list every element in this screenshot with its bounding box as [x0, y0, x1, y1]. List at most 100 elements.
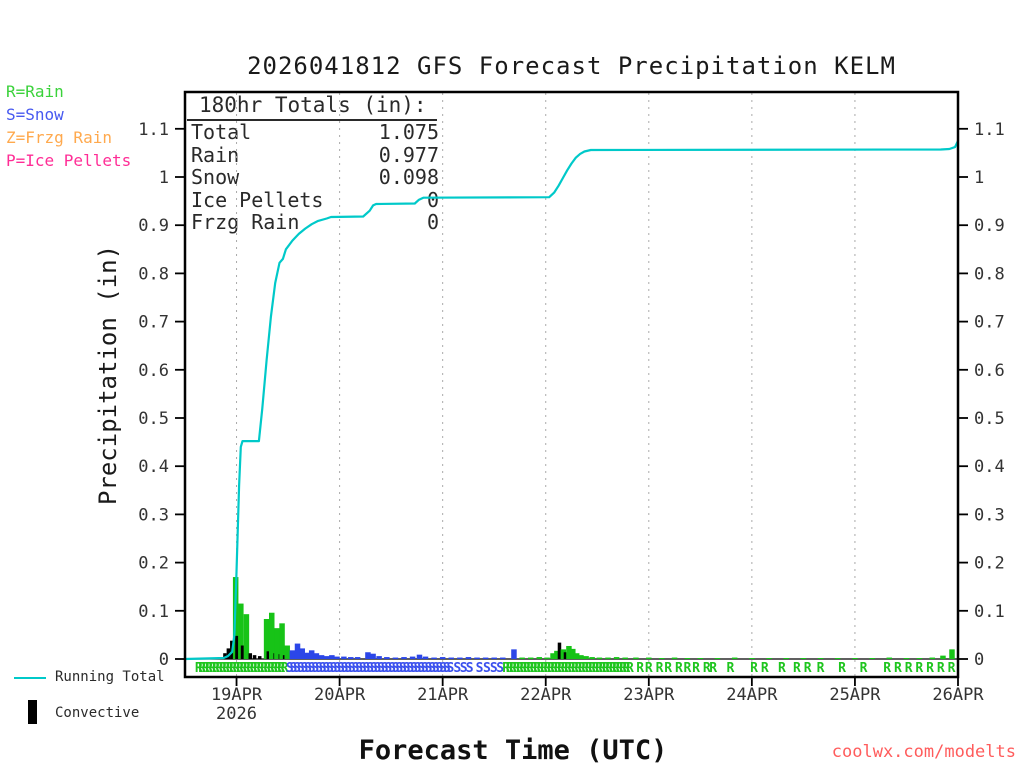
precip-bar-rain	[544, 657, 550, 659]
precip-type-letter: R	[915, 661, 923, 676]
precip-bar-snow	[409, 656, 416, 659]
precip-type-letter: R	[592, 661, 600, 676]
precip-type-letter: R	[619, 661, 627, 676]
y-tick-label-right: 1.1	[974, 120, 1005, 140]
precip-bar-rain	[284, 645, 290, 659]
precip-type-letter: S	[293, 661, 301, 676]
precip-type-letter: R	[509, 661, 517, 676]
precip-type-letter: S	[388, 661, 396, 676]
precip-type-letter: R	[709, 661, 717, 676]
precip-bar-rain	[279, 623, 285, 659]
precip-type-letter: S	[417, 661, 425, 676]
precip-type-letter: R	[675, 661, 683, 676]
precip-bar-rain	[714, 658, 721, 659]
precip-bar-conv	[240, 645, 245, 659]
x-tick-label: 21APR	[417, 685, 469, 705]
y-tick-label-right: 0.7	[974, 313, 1005, 333]
precip-bar-rain	[519, 657, 525, 659]
precip-type-letter: R	[860, 661, 868, 676]
precip-type-letter: R	[516, 661, 524, 676]
precip-type-letter: R	[568, 661, 576, 676]
precip-bar-snow	[401, 657, 407, 659]
y-tick-label-right: 0.2	[974, 554, 1005, 574]
precip-bar-snow	[500, 657, 506, 659]
precip-bar-snow	[289, 650, 296, 659]
precip-type-letter: S	[377, 661, 385, 676]
precip-type-letter: R	[281, 661, 289, 676]
precip-type-letter: R	[602, 661, 610, 676]
precip-bar-rain	[869, 658, 875, 659]
precip-bar-snow	[299, 648, 305, 659]
precip-type-letter: S	[355, 661, 363, 676]
x-tick-label: 25APR	[829, 685, 881, 705]
precip-type-letter: R	[623, 661, 631, 676]
precip-bar-snow	[431, 657, 437, 659]
precip-type-letter: S	[300, 661, 308, 676]
precip-bar-rain	[232, 577, 239, 659]
precip-bar-rain	[243, 614, 250, 659]
y-tick-label-left: 0.8	[138, 264, 169, 284]
precip-bar-conv	[223, 653, 227, 659]
precip-bar-snow	[334, 656, 340, 659]
y-axis-label: Precipitation (in)	[94, 244, 122, 506]
precip-type-letter: R	[645, 661, 653, 676]
precip-bar-rain	[684, 658, 691, 659]
precip-type-letter: S	[496, 661, 504, 676]
precip-type-letter: R	[260, 661, 268, 676]
precip-bar-conv	[257, 656, 262, 659]
y-tick-label-left: 1	[159, 168, 169, 188]
precip-type-letter: S	[395, 661, 403, 676]
precip-bar-conv	[282, 655, 287, 659]
precip-type-letter: R	[506, 661, 514, 676]
precip-type-letter: S	[370, 661, 378, 676]
precip-type-letter: R	[585, 661, 593, 676]
precip-bar-rain	[940, 655, 946, 659]
precip-type-letter: S	[406, 661, 414, 676]
precip-type-letter: R	[267, 661, 275, 676]
precip-bar-conv	[230, 640, 234, 659]
precip-bar-rain	[268, 612, 275, 659]
precip-type-letter: R	[264, 661, 272, 676]
precip-type-letter: S	[308, 661, 316, 676]
precip-type-letter: R	[195, 661, 203, 676]
precip-bar-rain	[570, 648, 576, 659]
precip-type-letter: R	[277, 661, 285, 676]
totals-row: Frzg Rain 0	[187, 211, 439, 234]
x-tick-label: 26APR	[932, 685, 984, 705]
precip-bar-rain	[852, 658, 858, 659]
precip-type-letter: S	[436, 661, 444, 676]
precip-type-letter: S	[428, 661, 436, 676]
precip-type-letter: R	[684, 661, 692, 676]
precip-type-letter: R	[692, 661, 700, 676]
x-tick-label: 20APR	[314, 685, 366, 705]
totals-row-label: Total	[191, 120, 252, 144]
precip-type-letter: R	[937, 661, 945, 676]
y-tick-label-left: 0.7	[138, 313, 169, 333]
precip-type-letter: R	[502, 661, 510, 676]
precip-type-letter: R	[226, 661, 234, 676]
precip-bar-conv	[248, 653, 253, 659]
precip-bar-conv	[266, 651, 271, 659]
y-tick-label-right: 0.3	[974, 505, 1005, 525]
precip-bar-snow	[392, 657, 399, 659]
y-tick-label-right: 0.4	[974, 457, 1005, 477]
precip-bar-snow	[511, 649, 517, 659]
precip-type-letter: S	[322, 661, 330, 676]
totals-row: Snow 0.098	[187, 166, 439, 189]
precip-type-letter: S	[315, 661, 323, 676]
precip-bar-conv	[278, 654, 283, 659]
y-tick-label-left: 0.1	[138, 602, 169, 622]
precip-type-letter: R	[581, 661, 589, 676]
precip-type-letter: R	[222, 661, 230, 676]
precip-type-letter: R	[523, 661, 531, 676]
precip-bar-rain	[817, 658, 824, 659]
y-tick-label-left: 0.3	[138, 505, 169, 525]
precip-type-letter: S	[326, 661, 334, 676]
totals-row-value: 0.098	[378, 165, 439, 189]
precip-type-letter: S	[399, 661, 407, 676]
precip-type-letter: R	[948, 661, 956, 676]
page-title: 2026041812 GFS Forecast Precipitation KE…	[247, 52, 896, 80]
precip-type-letter: R	[616, 661, 624, 676]
